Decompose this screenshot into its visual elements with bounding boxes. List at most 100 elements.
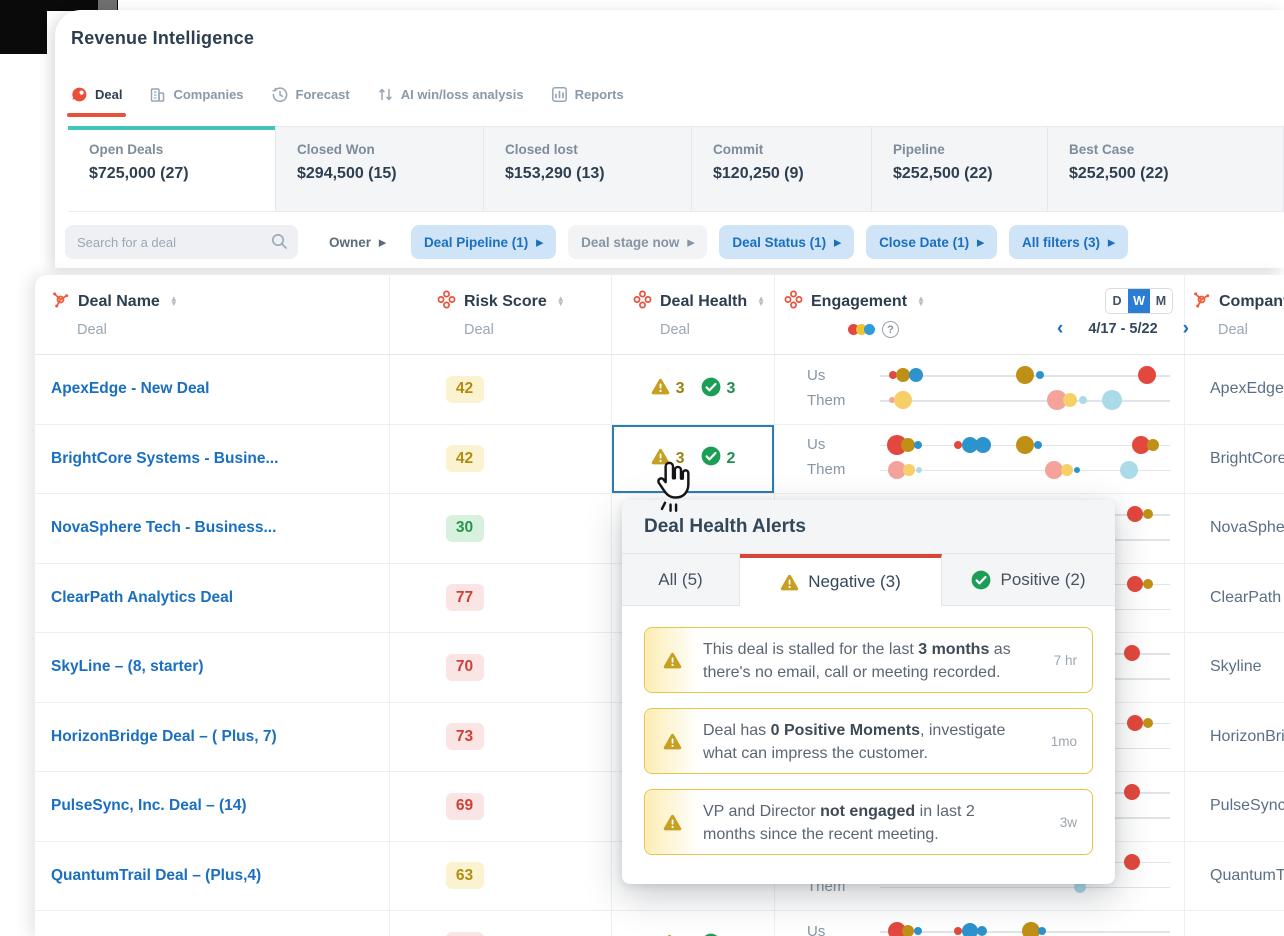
sort-icon[interactable]: ▲ ▼ (556, 294, 565, 308)
column-title: Risk Score (464, 293, 547, 310)
us-label: Us (807, 922, 826, 936)
popup-tab-positive-2-[interactable]: Positive (2) (942, 554, 1115, 606)
caret-right-icon: ▶ (687, 237, 695, 247)
card-label: Pipeline (893, 142, 945, 157)
check-icon (701, 377, 721, 402)
sort-icon[interactable]: ▲ ▼ (169, 294, 178, 308)
summary-card-pipeline[interactable]: Pipeline $252,500 (22) (872, 127, 1048, 211)
warning-icon (645, 790, 699, 854)
tab-ai-win-loss-analysis[interactable]: AI win/loss analysis (377, 86, 524, 103)
company-cell: ClearPath Analytics (1210, 588, 1284, 606)
engagement-dot (913, 440, 922, 449)
avoma-cross-icon (437, 290, 456, 314)
engagement-dot (1127, 714, 1144, 731)
card-value: $252,500 (22) (893, 165, 993, 182)
engagement-dot (1146, 438, 1159, 451)
deal-name-link[interactable]: BrightCore Systems - Busine... (51, 449, 279, 467)
engagement-dot (1137, 366, 1156, 384)
filter-deal-status-1-[interactable]: Deal Status (1) ▶ (719, 225, 855, 259)
risk-score-badge: 42 (445, 375, 484, 403)
date-range-label: 4/17 - 5/22 (1088, 320, 1158, 337)
deal-name-link[interactable]: PulseSync, Inc. Deal – (14) (51, 797, 247, 815)
engagement-dot (1143, 717, 1154, 728)
forecast-icon (271, 86, 289, 103)
chevron-right-icon[interactable]: › (1182, 318, 1189, 339)
toggle-d[interactable]: D (1112, 294, 1122, 308)
popup-tab-label: All (5) (658, 569, 703, 589)
engagement-dot (1061, 463, 1074, 476)
sort-icon[interactable]: ▲ ▼ (757, 294, 766, 308)
filter-close-date-1-[interactable]: Close Date (1) ▶ (866, 225, 998, 259)
company-cell: PulseSync, Inc. (1210, 797, 1284, 815)
deal-name-link[interactable]: ClearPath Analytics Deal (51, 588, 234, 606)
company-cell: HorizonBridge (1210, 727, 1284, 745)
engagement-dot (916, 466, 923, 473)
risk-score-cell: 42 (390, 355, 612, 424)
tab-companies[interactable]: Companies (149, 86, 244, 103)
column-header-company[interactable]: Company Deal (1185, 275, 1284, 354)
positive-count: 3 (726, 380, 736, 398)
them-track (880, 459, 1170, 481)
engagement-dot (1143, 509, 1154, 519)
tab-deal[interactable]: Deal (66, 86, 127, 117)
tab-reports[interactable]: Reports (551, 86, 624, 103)
summary-card-open-deals[interactable]: Open Deals $725,000 (27) (68, 126, 276, 211)
engagement-dot (1034, 440, 1043, 449)
deal-name-link[interactable]: ApexEdge - New Deal (51, 380, 210, 398)
summary-card-closed-lost[interactable]: Closed lost $153,290 (13) (484, 127, 692, 211)
summary-card-commit[interactable]: Commit $120,250 (9) (692, 127, 872, 211)
column-header-deal-health[interactable]: Deal Health ▲ ▼ Deal (612, 275, 775, 354)
deal-name-cell: QuantumTrail Deal – (Plus,4) (35, 841, 390, 910)
toggle-w[interactable]: W (1128, 289, 1150, 313)
popup-tab-all-5-[interactable]: All (5) (622, 554, 740, 606)
legend-dot (864, 324, 875, 335)
engagement-dot (901, 925, 914, 936)
engagement-dot (1021, 922, 1040, 936)
caret-right-icon: ▶ (379, 237, 386, 247)
chevron-left-icon[interactable]: ‹ (1057, 318, 1064, 339)
engagement-dot (894, 391, 913, 409)
card-label: Closed lost (505, 142, 578, 157)
summary-card-best-case[interactable]: Best Case $252,500 (22) (1048, 127, 1284, 211)
deal-name-cell: HorizonBridge Deal – ( Plus, 7) (35, 702, 390, 771)
filter-owner[interactable]: Owner ▶ (316, 225, 399, 259)
filter-deal-pipeline-1-[interactable]: Deal Pipeline (1) ▶ (410, 225, 557, 259)
deal-name-link[interactable]: QuantumTrail Deal – (Plus,4) (51, 866, 262, 884)
page-title: Revenue Intelligence (71, 28, 255, 48)
summary-card-closed-won[interactable]: Closed Won $294,500 (15) (276, 127, 484, 211)
health-alert-card: Deal has 0 Positive Moments, investigate… (644, 708, 1093, 774)
alert-timestamp: 1mo (1050, 733, 1077, 749)
table-header: Deal Name ▲ ▼ Deal Risk Score ▲ ▼ Deal Deal … (35, 275, 1284, 355)
deal-search-input[interactable]: Search for a deal (65, 225, 298, 259)
filter-label: Close Date (1) (879, 234, 970, 250)
engagement-legend: ? (848, 321, 899, 338)
ai-analysis-icon (377, 86, 394, 103)
check-icon (971, 570, 991, 590)
tab-forecast[interactable]: Forecast (271, 86, 350, 103)
sort-icon[interactable]: ▲ ▼ (917, 294, 925, 308)
positive-count: 2 (726, 449, 736, 467)
deal-name-link[interactable]: SkyLine – (8, starter) (51, 658, 204, 676)
deal-name-link[interactable]: HorizonBridge Deal – ( Plus, 7) (51, 727, 277, 745)
deal-health-cell[interactable] (612, 911, 775, 936)
help-icon[interactable]: ? (882, 321, 899, 338)
toggle-m[interactable]: M (1155, 294, 1167, 308)
warning-icon (780, 574, 799, 591)
risk-score-cell (390, 911, 612, 936)
column-header-deal-name[interactable]: Deal Name ▲ ▼ Deal (35, 275, 390, 354)
column-header-risk-score[interactable]: Risk Score ▲ ▼ Deal (390, 275, 612, 354)
risk-score-badge: 73 (445, 723, 484, 751)
deal-name-link[interactable]: NovaSphere Tech - Business... (51, 519, 277, 537)
filter-deal-stage-now[interactable]: Deal stage now ▶ (568, 225, 708, 259)
popup-tab-negative-3-[interactable]: Negative (3) (740, 554, 942, 606)
company-cell: BrightCore Systems (1210, 449, 1284, 467)
risk-score-cell: 42 (390, 424, 612, 493)
them-label: Them (807, 391, 846, 409)
engagement-dot (896, 368, 911, 382)
filter-all-filters-3-[interactable]: All filters (3) ▶ (1009, 225, 1128, 259)
engagement-dot (1132, 435, 1150, 454)
